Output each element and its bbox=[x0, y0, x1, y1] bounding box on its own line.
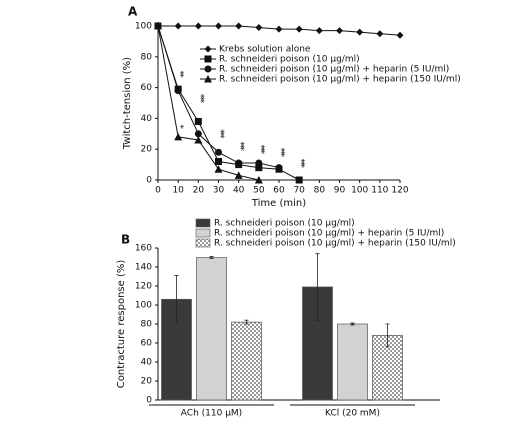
annotation: ** bbox=[175, 71, 185, 79]
marker bbox=[275, 164, 283, 172]
annotation: *** bbox=[215, 129, 225, 139]
marker bbox=[235, 22, 243, 30]
series-line bbox=[157, 25, 259, 181]
y-tick-label: 0 bbox=[146, 396, 152, 406]
marker bbox=[254, 176, 263, 184]
marker bbox=[204, 65, 212, 73]
marker bbox=[215, 22, 222, 30]
marker bbox=[336, 27, 343, 35]
marker bbox=[275, 25, 283, 33]
x-tick-label: 20 bbox=[193, 186, 205, 196]
y-tick-label: 0 bbox=[146, 176, 152, 186]
x-tick-label: 0 bbox=[155, 186, 161, 196]
marker bbox=[376, 30, 384, 38]
marker bbox=[174, 87, 182, 95]
marker bbox=[214, 165, 223, 173]
annotation: *** bbox=[235, 142, 245, 152]
marker bbox=[255, 159, 263, 167]
marker bbox=[295, 176, 303, 184]
error-bar bbox=[385, 323, 390, 348]
y-tick-label: 100 bbox=[135, 301, 152, 311]
x-tick-label: 110 bbox=[371, 186, 388, 196]
bar bbox=[231, 321, 262, 401]
error-bar bbox=[209, 256, 214, 259]
x-tick-label: 50 bbox=[253, 186, 265, 196]
marker bbox=[215, 148, 222, 156]
marker bbox=[194, 135, 203, 144]
y-axis-label: Contracture response (%) bbox=[116, 260, 127, 389]
marker bbox=[255, 164, 263, 172]
x-tick-label: 90 bbox=[334, 186, 346, 196]
legend-swatch bbox=[195, 238, 211, 248]
marker bbox=[204, 55, 212, 63]
marker bbox=[204, 75, 212, 83]
marker bbox=[174, 132, 183, 141]
x-tick-label: 10 bbox=[172, 186, 184, 196]
y-tick-label: 20 bbox=[141, 377, 153, 387]
annotation: *** bbox=[296, 158, 306, 168]
marker bbox=[315, 27, 323, 35]
legend-label: R. schneideri poison (10 μg/ml) + hepari… bbox=[219, 75, 461, 85]
x-tick-label: 70 bbox=[293, 186, 305, 196]
annotation: *** bbox=[255, 145, 265, 155]
annotation: * bbox=[175, 125, 185, 130]
marker bbox=[194, 22, 202, 30]
y-tick-label: 100 bbox=[135, 22, 152, 32]
y-tick-label: 20 bbox=[141, 145, 153, 155]
marker bbox=[154, 22, 162, 30]
y-tick-label: 80 bbox=[141, 52, 153, 62]
marker bbox=[194, 117, 202, 125]
y-tick-label: 40 bbox=[141, 358, 153, 368]
marker bbox=[174, 22, 182, 30]
x-tick-label: 80 bbox=[314, 186, 326, 196]
x-tick-label: 30 bbox=[213, 186, 225, 196]
y-tick-label: 40 bbox=[141, 114, 153, 124]
marker bbox=[234, 171, 243, 179]
y-tick-label: 140 bbox=[135, 263, 152, 273]
x-axis-label: Time (min) bbox=[251, 198, 306, 209]
error-bar bbox=[350, 322, 355, 326]
x-tick-label: KCl (20 mM) bbox=[325, 409, 380, 419]
x-tick-label: 100 bbox=[351, 186, 368, 196]
y-tick-label: 60 bbox=[141, 83, 153, 93]
marker bbox=[204, 45, 212, 53]
legend-label: R. schneideri poison (10 μg/ml) + hepari… bbox=[214, 239, 456, 249]
y-tick-label: 60 bbox=[141, 339, 153, 349]
annotation: *** bbox=[276, 148, 286, 158]
marker bbox=[235, 159, 243, 167]
bar bbox=[337, 323, 368, 401]
y-axis-label: Twitch-tension (%) bbox=[122, 57, 133, 150]
legend-label: R. schneideri poison (10 μg/ml) bbox=[219, 55, 360, 65]
x-tick-label: 120 bbox=[391, 186, 408, 196]
panel-label: B bbox=[121, 233, 130, 247]
error-bar bbox=[244, 319, 249, 325]
marker bbox=[295, 25, 303, 33]
x-tick-label: 40 bbox=[233, 186, 245, 196]
marker bbox=[356, 28, 364, 36]
y-tick-label: 80 bbox=[141, 320, 153, 330]
legend-swatch bbox=[195, 228, 211, 238]
marker bbox=[255, 24, 263, 32]
marker bbox=[194, 130, 202, 138]
bar bbox=[196, 257, 227, 401]
legend-label: R. schneideri poison (10 μg/ml) + hepari… bbox=[219, 65, 449, 75]
legend-label: Krebs solution alone bbox=[219, 45, 311, 55]
y-tick-label: 120 bbox=[135, 282, 152, 292]
error-bar bbox=[174, 275, 179, 324]
marker bbox=[215, 158, 222, 166]
annotation: *** bbox=[195, 94, 205, 104]
marker bbox=[396, 31, 404, 39]
error-bar bbox=[315, 253, 320, 321]
x-tick-label: 60 bbox=[273, 186, 285, 196]
legend-swatch bbox=[195, 218, 211, 228]
legend-label: R. schneideri poison (10 μg/ml) bbox=[214, 219, 355, 229]
legend-label: R. schneideri poison (10 μg/ml) + hepari… bbox=[214, 229, 444, 239]
x-tick-label: ACh (110 μM) bbox=[181, 409, 242, 419]
y-tick-label: 160 bbox=[135, 244, 152, 254]
panel-label: A bbox=[128, 5, 138, 19]
